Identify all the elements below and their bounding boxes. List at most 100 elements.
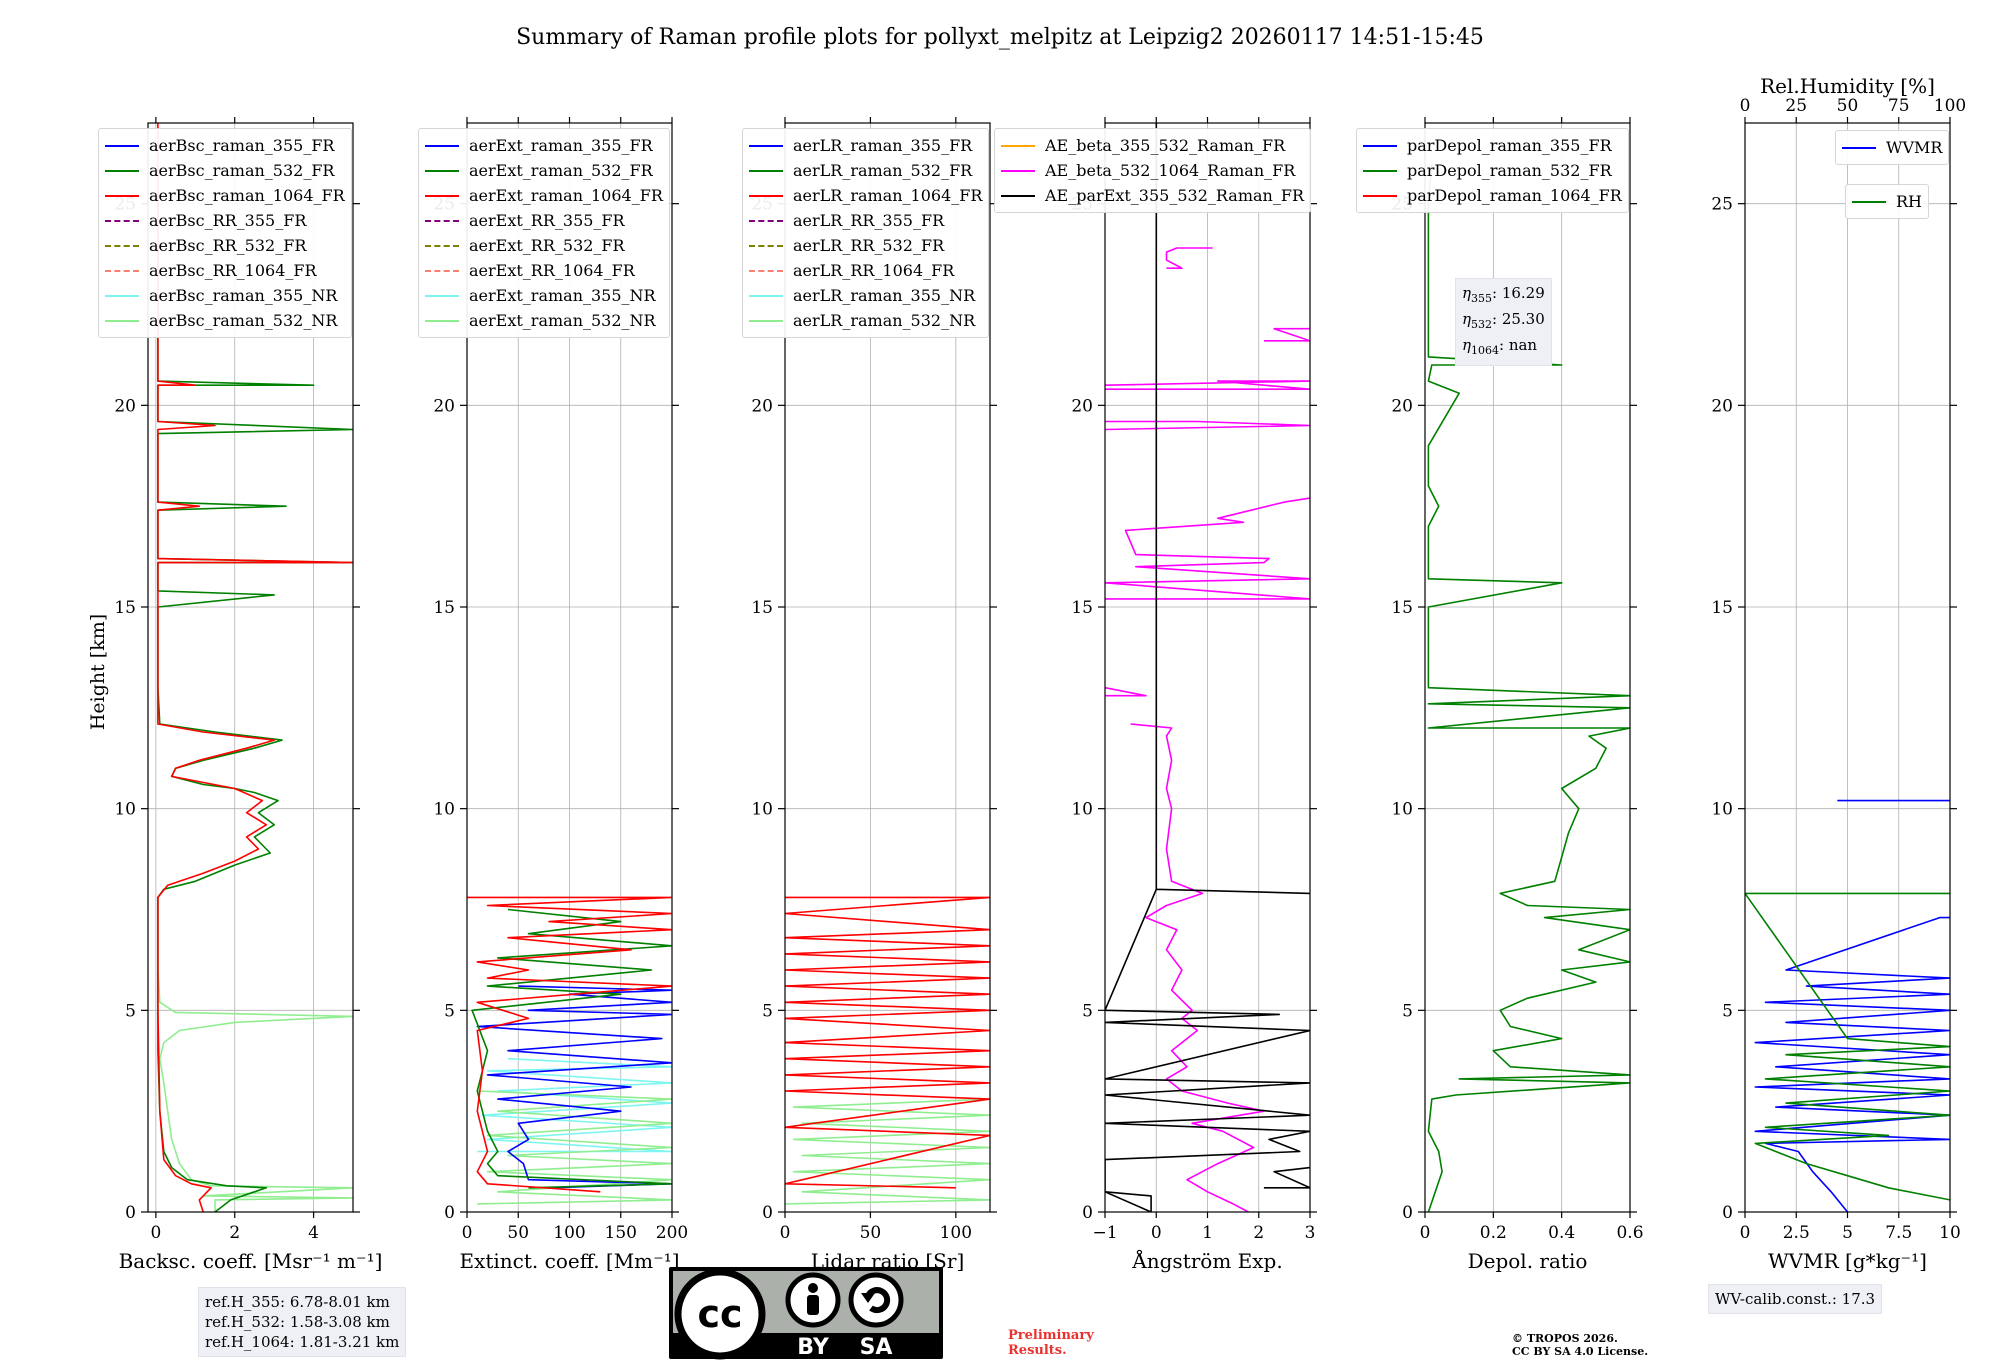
legend-lidar-ratio: aerLR_raman_355_FR aerLR_raman_532_FR aerL… <box>742 128 990 338</box>
series-line-aerExt_raman_532_NR <box>477 1090 672 1205</box>
legend-swatch <box>425 219 459 222</box>
legend-entry: aerLR_raman_355_NR <box>749 283 982 308</box>
legend-label: aerLR_raman_1064_FR <box>793 186 983 205</box>
legend-entry: aerBsc_raman_532_FR <box>105 158 345 183</box>
x-tick-label: 0.2 <box>1480 1223 1507 1243</box>
series-line-RH <box>1745 892 1950 1201</box>
legend-entry: aerLR_raman_532_NR <box>749 308 982 333</box>
y-tick-label: 15 <box>433 598 455 618</box>
legend-entry: aerExt_RR_532_FR <box>425 233 663 258</box>
by-text: BY <box>797 1335 830 1360</box>
x-tick-label: 100 <box>553 1223 585 1243</box>
legend-swatch <box>749 319 783 322</box>
legend-swatch <box>425 294 459 297</box>
legend-label: aerBsc_RR_355_FR <box>149 211 307 230</box>
legend-entry: aerLR_raman_1064_FR <box>749 183 982 208</box>
series-line-aerLR_raman_532_NR <box>785 1098 990 1205</box>
reference-heights-box: ref.H_355: 6.78-8.01 km ref.H_532: 1.58-… <box>198 1287 407 1357</box>
legend-entry: aerBsc_raman_532_NR <box>105 308 345 333</box>
x-tick-label: 0.6 <box>1616 1223 1643 1243</box>
legend-entry: aerExt_RR_355_FR <box>425 208 663 233</box>
series-line-aerBsc_raman_532_NR <box>157 969 353 1212</box>
y-tick-label: 20 <box>1391 396 1413 416</box>
x-tick-label: 1 <box>1202 1223 1213 1243</box>
plot-frame <box>784 122 991 1213</box>
series-line-AE_beta_532_1064_Raman_FR <box>1105 380 1310 391</box>
legend-entry: aerBsc_raman_355_NR <box>105 283 345 308</box>
legend-swatch <box>749 144 783 147</box>
series-line-AE_beta_532_1064_Raman_FR <box>1105 686 1147 697</box>
legend-swatch <box>1842 146 1876 149</box>
legend-label: aerBsc_raman_532_NR <box>149 311 338 330</box>
legend-entry: aerExt_raman_532_NR <box>425 308 663 333</box>
x-tick-label: 50 <box>860 1223 882 1243</box>
wv-calib-box: WV-calib.const.: 17.3 <box>1708 1284 1883 1314</box>
legend-swatch <box>749 294 783 297</box>
x-tick-label: 50 <box>507 1223 529 1243</box>
x-tick-label: 0 <box>1420 1223 1431 1243</box>
subplots: 0240510152025Backsc. coeff. [Msr⁻¹ m⁻¹]0… <box>114 74 1966 1273</box>
legend-entry: aerExt_raman_532_FR <box>425 158 663 183</box>
legend-label: aerExt_raman_355_FR <box>469 136 653 155</box>
legend-label: parDepol_raman_1064_FR <box>1407 186 1622 205</box>
ref-height-355: ref.H_355: 6.78-8.01 km <box>205 1293 390 1311</box>
y-tick-label: 15 <box>114 598 136 618</box>
legend-swatch <box>425 169 459 172</box>
preliminary-results-note: Preliminary Results. <box>1008 1328 1094 1358</box>
x-tick-label: 7.5 <box>1885 1223 1912 1243</box>
legend-swatch <box>105 294 139 297</box>
legend-label: AE_beta_532_1064_Raman_FR <box>1045 161 1296 180</box>
legend-entry: AE_beta_355_532_Raman_FR <box>1001 133 1304 158</box>
y-tick-label: 0 <box>1402 1203 1413 1223</box>
legend-label: aerLR_RR_532_FR <box>793 236 945 255</box>
legend-swatch <box>105 194 139 197</box>
x-tick-label: 200 <box>656 1223 688 1243</box>
y-tick-label: 15 <box>1071 598 1093 618</box>
x-tick-label: 100 <box>940 1223 972 1243</box>
x-axis-label: Backsc. coeff. [Msr⁻¹ m⁻¹] <box>119 1249 383 1273</box>
legend-entry: aerLR_RR_355_FR <box>749 208 982 233</box>
series-line-AE_parExt_355_532_Raman_FR <box>1105 123 1310 1212</box>
y-tick-label: 20 <box>1071 396 1093 416</box>
legend-label: aerExt_raman_355_NR <box>469 286 656 305</box>
y-tick-label: 0 <box>1722 1203 1733 1223</box>
legend-label: aerLR_RR_355_FR <box>793 211 945 230</box>
legend-entry: AE_beta_532_1064_Raman_FR <box>1001 158 1304 183</box>
y-tick-label: 0 <box>125 1203 136 1223</box>
legend-entry: aerLR_raman_355_FR <box>749 133 982 158</box>
x-tick-label: 0 <box>1151 1223 1162 1243</box>
x-axis-label: Ångström Exp. <box>1131 1248 1282 1273</box>
series-line-aerBsc_raman_532_FR <box>157 203 353 1212</box>
legend-label: aerExt_raman_532_NR <box>469 311 656 330</box>
top-x-tick-label: 25 <box>1785 96 1807 116</box>
legend-rh: RH <box>1845 184 1929 219</box>
legend-swatch <box>425 269 459 272</box>
cc-text: cc <box>697 1292 742 1336</box>
legend-entry: WVMR <box>1842 135 1942 160</box>
series-line-AE_beta_532_1064_Raman_FR <box>1105 497 1310 600</box>
x-axis-label: Depol. ratio <box>1468 1249 1588 1273</box>
legend-entry: aerLR_raman_532_FR <box>749 158 982 183</box>
legend-label: parDepol_raman_355_FR <box>1407 136 1612 155</box>
legend-swatch <box>105 144 139 147</box>
y-tick-label: 0 <box>762 1203 773 1223</box>
legend-wvmr: WVMR <box>1835 130 1950 165</box>
legend-entry: parDepol_raman_355_FR <box>1363 133 1622 158</box>
legend-label: aerLR_raman_355_NR <box>793 286 976 305</box>
legend-entry: aerExt_raman_355_NR <box>425 283 663 308</box>
x-axis-label: WVMR [g*kg⁻¹] <box>1768 1249 1927 1273</box>
legend-backscatter: aerBsc_raman_355_FR aerBsc_raman_532_FR ae… <box>98 128 352 338</box>
top-x-tick-label: 100 <box>1934 96 1966 116</box>
series-line-AE_beta_532_1064_Raman_FR <box>1165 247 1213 270</box>
cc-by-sa-license-logo: cc BY SA <box>669 1267 943 1360</box>
top-x-tick-label: 50 <box>1837 96 1859 116</box>
legend-swatch <box>105 169 139 172</box>
series-group <box>1427 163 1630 1212</box>
x-tick-label: 5 <box>1842 1223 1853 1243</box>
y-tick-label: 5 <box>1082 1001 1093 1021</box>
y-tick-label: 20 <box>433 396 455 416</box>
legend-entry: AE_parExt_355_532_Raman_FR <box>1001 183 1304 208</box>
legend-swatch <box>749 169 783 172</box>
